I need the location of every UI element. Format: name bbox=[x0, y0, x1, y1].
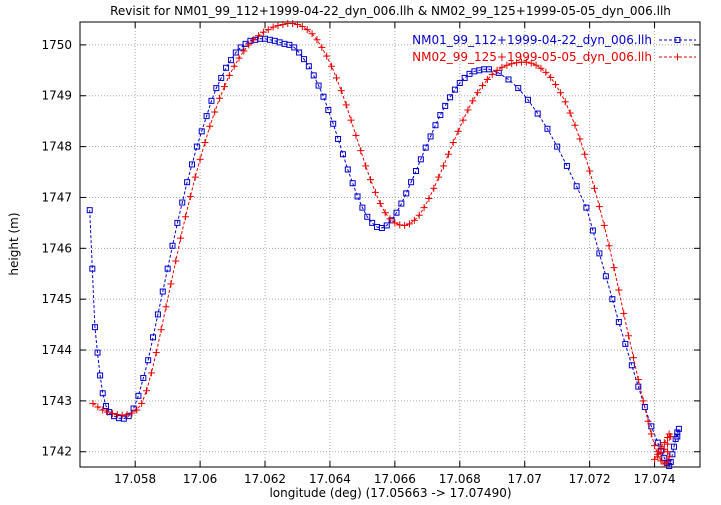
x-tick-label: 17.072 bbox=[569, 472, 611, 486]
y-tick-label: 1742 bbox=[41, 445, 72, 459]
y-tick-label: 1745 bbox=[41, 292, 72, 306]
y-tick-label: 1744 bbox=[41, 343, 72, 357]
x-tick-label: 17.062 bbox=[244, 472, 286, 486]
y-tick-label: 1748 bbox=[41, 140, 72, 154]
legend: NM01_99_112+1999-04-22_dyn_006.llh NM02_9… bbox=[412, 33, 696, 64]
x-axis-label: longitude (deg) (17.05663 -> 17.07490) bbox=[269, 486, 512, 500]
chart-title: Revisit for NM01_99_112+1999-04-22_dyn_0… bbox=[110, 4, 671, 18]
x-tick-label: 17.064 bbox=[309, 472, 351, 486]
legend-label: NM02_99_125+1999-05-05_dyn_006.llh bbox=[412, 50, 652, 64]
plot-border bbox=[79, 21, 701, 468]
series-1-square bbox=[86, 35, 682, 469]
legend-label: NM01_99_112+1999-04-22_dyn_006.llh bbox=[412, 33, 652, 47]
y-tick-label: 1750 bbox=[41, 38, 72, 52]
y-tick-label: 1743 bbox=[41, 394, 72, 408]
x-tick-label: 17.074 bbox=[634, 472, 676, 486]
grid-lines bbox=[80, 22, 700, 467]
y-tick-label: 1747 bbox=[41, 190, 72, 204]
series-2-plus bbox=[89, 20, 675, 468]
y-tick-label: 1746 bbox=[41, 241, 72, 255]
x-tick-label: 17.06 bbox=[183, 472, 217, 486]
x-tick-label: 17.066 bbox=[374, 472, 416, 486]
x-tick-label: 17.058 bbox=[114, 472, 156, 486]
y-tick-label: 1749 bbox=[41, 89, 72, 103]
x-tick-label: 17.068 bbox=[439, 472, 481, 486]
axis-ticks: 17.058 17.06 17.062 17.064 17.066 17.068 17.07… bbox=[41, 22, 700, 486]
x-tick-label: 17.07 bbox=[508, 472, 542, 486]
